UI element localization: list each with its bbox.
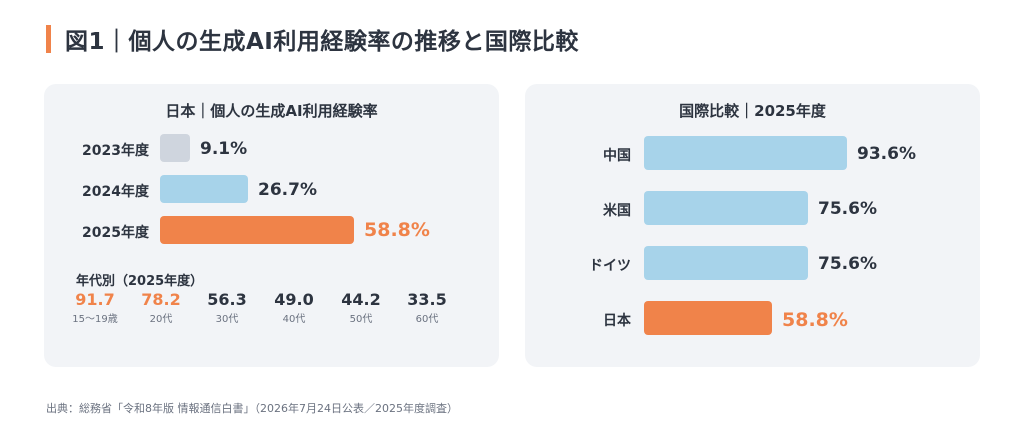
- bar-2024年度: [160, 175, 248, 203]
- age-breakdown-title: 年代別（2025年度）: [76, 274, 204, 289]
- age-group-item: 33.5 60代: [396, 290, 458, 325]
- age-label: 30代: [215, 314, 239, 325]
- age-value: 78.2: [141, 290, 181, 309]
- international-comparison-panel: 国際比較｜2025年度 中国 93.6% 米国 75.6% ドイツ 75.6% 日本 58.8…: [525, 84, 980, 367]
- country-label: ドイツ: [589, 258, 631, 274]
- age-group-item: 56.3 30代: [196, 290, 258, 325]
- bar-2023年度: [160, 134, 190, 162]
- age-label: 20代: [149, 314, 173, 325]
- country-label: 米国: [603, 203, 631, 219]
- value-label: 26.7%: [258, 180, 317, 200]
- title-row: 図1｜個人の生成AI利用経験率の推移と国際比較: [46, 24, 579, 55]
- age-group-item: 78.2 20代: [130, 290, 192, 325]
- country-label: 日本: [603, 313, 631, 329]
- japan-trend-panel: 日本｜個人の生成AI利用経験率 年代別（2025年度） 2023年度 9.1% 20…: [44, 84, 499, 367]
- age-value: 44.2: [341, 290, 381, 309]
- value-label: 75.6%: [818, 254, 877, 274]
- age-label: 15〜19歳: [72, 314, 118, 325]
- age-group-item: 91.7 15〜19歳: [64, 290, 126, 325]
- year-label: 2024年度: [82, 184, 149, 200]
- age-value: 33.5: [407, 290, 447, 309]
- japan-panel-title: 日本｜個人の生成AI利用経験率: [165, 102, 378, 120]
- country-label: 中国: [603, 148, 631, 164]
- year-label: 2025年度: [82, 225, 149, 241]
- age-label: 50代: [349, 314, 373, 325]
- bar-米国: [644, 191, 808, 225]
- international-panel-title: 国際比較｜2025年度: [679, 102, 826, 120]
- bar-日本: [644, 301, 772, 335]
- bar-中国: [644, 136, 847, 170]
- age-value: 91.7: [75, 290, 115, 309]
- age-group-item: 44.2 50代: [330, 290, 392, 325]
- source-note: 出典：総務省「令和8年版 情報通信白書」（2026年7月24日公表／2025年度…: [46, 402, 458, 415]
- age-group-item: 49.0 40代: [263, 290, 325, 325]
- bar-ドイツ: [644, 246, 808, 280]
- age-label: 60代: [415, 314, 439, 325]
- value-label: 58.8%: [782, 309, 848, 331]
- value-label: 93.6%: [857, 144, 916, 164]
- year-label: 2023年度: [82, 143, 149, 159]
- age-value: 56.3: [207, 290, 247, 309]
- page-title: 図1｜個人の生成AI利用経験率の推移と国際比較: [65, 29, 579, 55]
- bar-2025年度: [160, 216, 354, 244]
- age-label: 40代: [282, 314, 306, 325]
- age-value: 49.0: [274, 290, 314, 309]
- value-label: 9.1%: [200, 139, 248, 159]
- value-label: 75.6%: [818, 199, 877, 219]
- value-label: 58.8%: [364, 219, 430, 241]
- title-accent-bar: [46, 25, 51, 53]
